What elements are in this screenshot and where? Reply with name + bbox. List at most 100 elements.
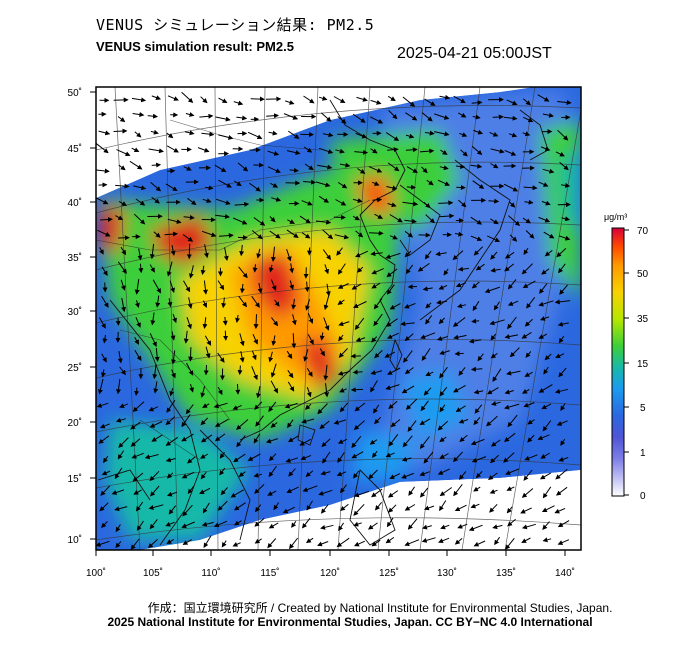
wind-arrow (273, 502, 280, 511)
wind-arrow (554, 507, 566, 514)
wind-arrow (183, 166, 192, 171)
wind-arrow (114, 506, 128, 512)
wind-arrow (371, 336, 378, 343)
wind-arrow (133, 185, 147, 191)
wind-arrow (171, 350, 176, 365)
wind-arrow (335, 199, 347, 206)
wind-arrow (315, 219, 332, 225)
wind-arrow (489, 319, 505, 326)
wind-arrow (402, 96, 416, 107)
wind-arrow (493, 301, 500, 311)
wind-arrow (323, 294, 330, 311)
wind-arrow (494, 536, 501, 546)
wind-arrow (267, 538, 277, 549)
wind-arrow (304, 281, 310, 293)
map-title-english: VENUS simulation result: PM2.5 (96, 39, 294, 54)
wind-arrow (401, 456, 412, 462)
wind-arrow (238, 471, 246, 478)
wind-arrow (121, 297, 127, 313)
wind-arrow (285, 100, 295, 105)
wind-arrow (388, 433, 399, 447)
wind-arrow (337, 181, 348, 189)
wind-arrow (337, 370, 350, 376)
wind-arrow (222, 316, 228, 326)
wind-arrow (111, 489, 125, 495)
wind-arrow (188, 347, 194, 362)
wind-arrow (554, 388, 569, 394)
wind-arrow (507, 300, 519, 306)
lon-label-125: 125˚ (379, 567, 399, 579)
wind-arrow (233, 502, 246, 511)
wind-arrow (132, 112, 145, 117)
wind-arrow (522, 280, 536, 288)
wind-arrow (253, 314, 259, 330)
wind-arrow (506, 486, 515, 491)
wind-arrow (471, 318, 480, 324)
wind-arrow (202, 317, 208, 329)
wind-arrow (321, 438, 331, 448)
wind-arrow (369, 230, 384, 236)
wind-arrow (120, 246, 127, 256)
wind-arrow (270, 246, 276, 262)
wind-arrow (136, 520, 144, 531)
wind-arrow (384, 351, 396, 358)
wind-arrow (202, 403, 210, 408)
wind-arrow (503, 115, 518, 121)
wind-arrow (470, 503, 480, 509)
wind-arrow (135, 501, 144, 512)
wind-arrow (470, 216, 483, 225)
wind-arrow (437, 468, 450, 475)
wind-arrow (470, 163, 483, 169)
wind-arrow (134, 300, 140, 309)
wind-arrow (369, 116, 384, 124)
wind-arrow (541, 403, 552, 410)
wind-arrow (470, 366, 483, 372)
wind-arrow (557, 100, 572, 105)
wind-arrow (256, 248, 262, 259)
wind-arrow (131, 147, 140, 153)
wind-arrow (385, 384, 400, 390)
lat-label-35: 35˚ (68, 252, 82, 264)
wind-arrow (301, 232, 311, 239)
wind-arrow (422, 524, 432, 530)
wind-arrow (558, 367, 567, 378)
wind-arrow (287, 219, 295, 224)
wind-arrow (507, 414, 518, 428)
wind-arrow (435, 251, 447, 257)
wind-arrow (371, 488, 383, 498)
wind-arrow (386, 268, 398, 278)
wind-arrow (423, 201, 431, 209)
wind-arrow (268, 351, 274, 363)
wind-arrow (182, 234, 194, 242)
wind-arrow (337, 438, 348, 444)
wind-arrow (303, 349, 309, 362)
wind-arrow (506, 99, 518, 106)
wind-arrow (172, 313, 177, 324)
wind-arrow (338, 321, 350, 327)
wind-arrow (100, 485, 110, 496)
wind-arrow (232, 404, 242, 410)
wind-arrow (266, 113, 279, 119)
wind-arrow (454, 504, 467, 512)
wind-arrow (339, 387, 347, 393)
wind-arrow (99, 502, 109, 512)
wind-arrow (197, 147, 210, 153)
map-title-japanese: VENUS シミュレーション結果: PM2.5 (96, 16, 375, 34)
wind-arrow (405, 398, 418, 410)
wind-arrow (96, 197, 109, 205)
wind-arrow (421, 112, 433, 122)
wind-arrow (372, 197, 383, 203)
wind-arrow (286, 486, 299, 493)
wind-arrow (452, 250, 464, 261)
wind-arrow (166, 472, 174, 479)
wind-arrow (247, 131, 263, 140)
wind-arrow (317, 541, 329, 547)
wind-arrow (407, 518, 418, 530)
wind-arrow (333, 419, 346, 425)
wind-arrow (218, 134, 234, 140)
wind-arrow (386, 517, 394, 528)
wind-arrow (489, 489, 498, 494)
wind-arrow (301, 418, 315, 424)
wind-vectors (96, 91, 572, 550)
wind-arrow (471, 100, 483, 106)
